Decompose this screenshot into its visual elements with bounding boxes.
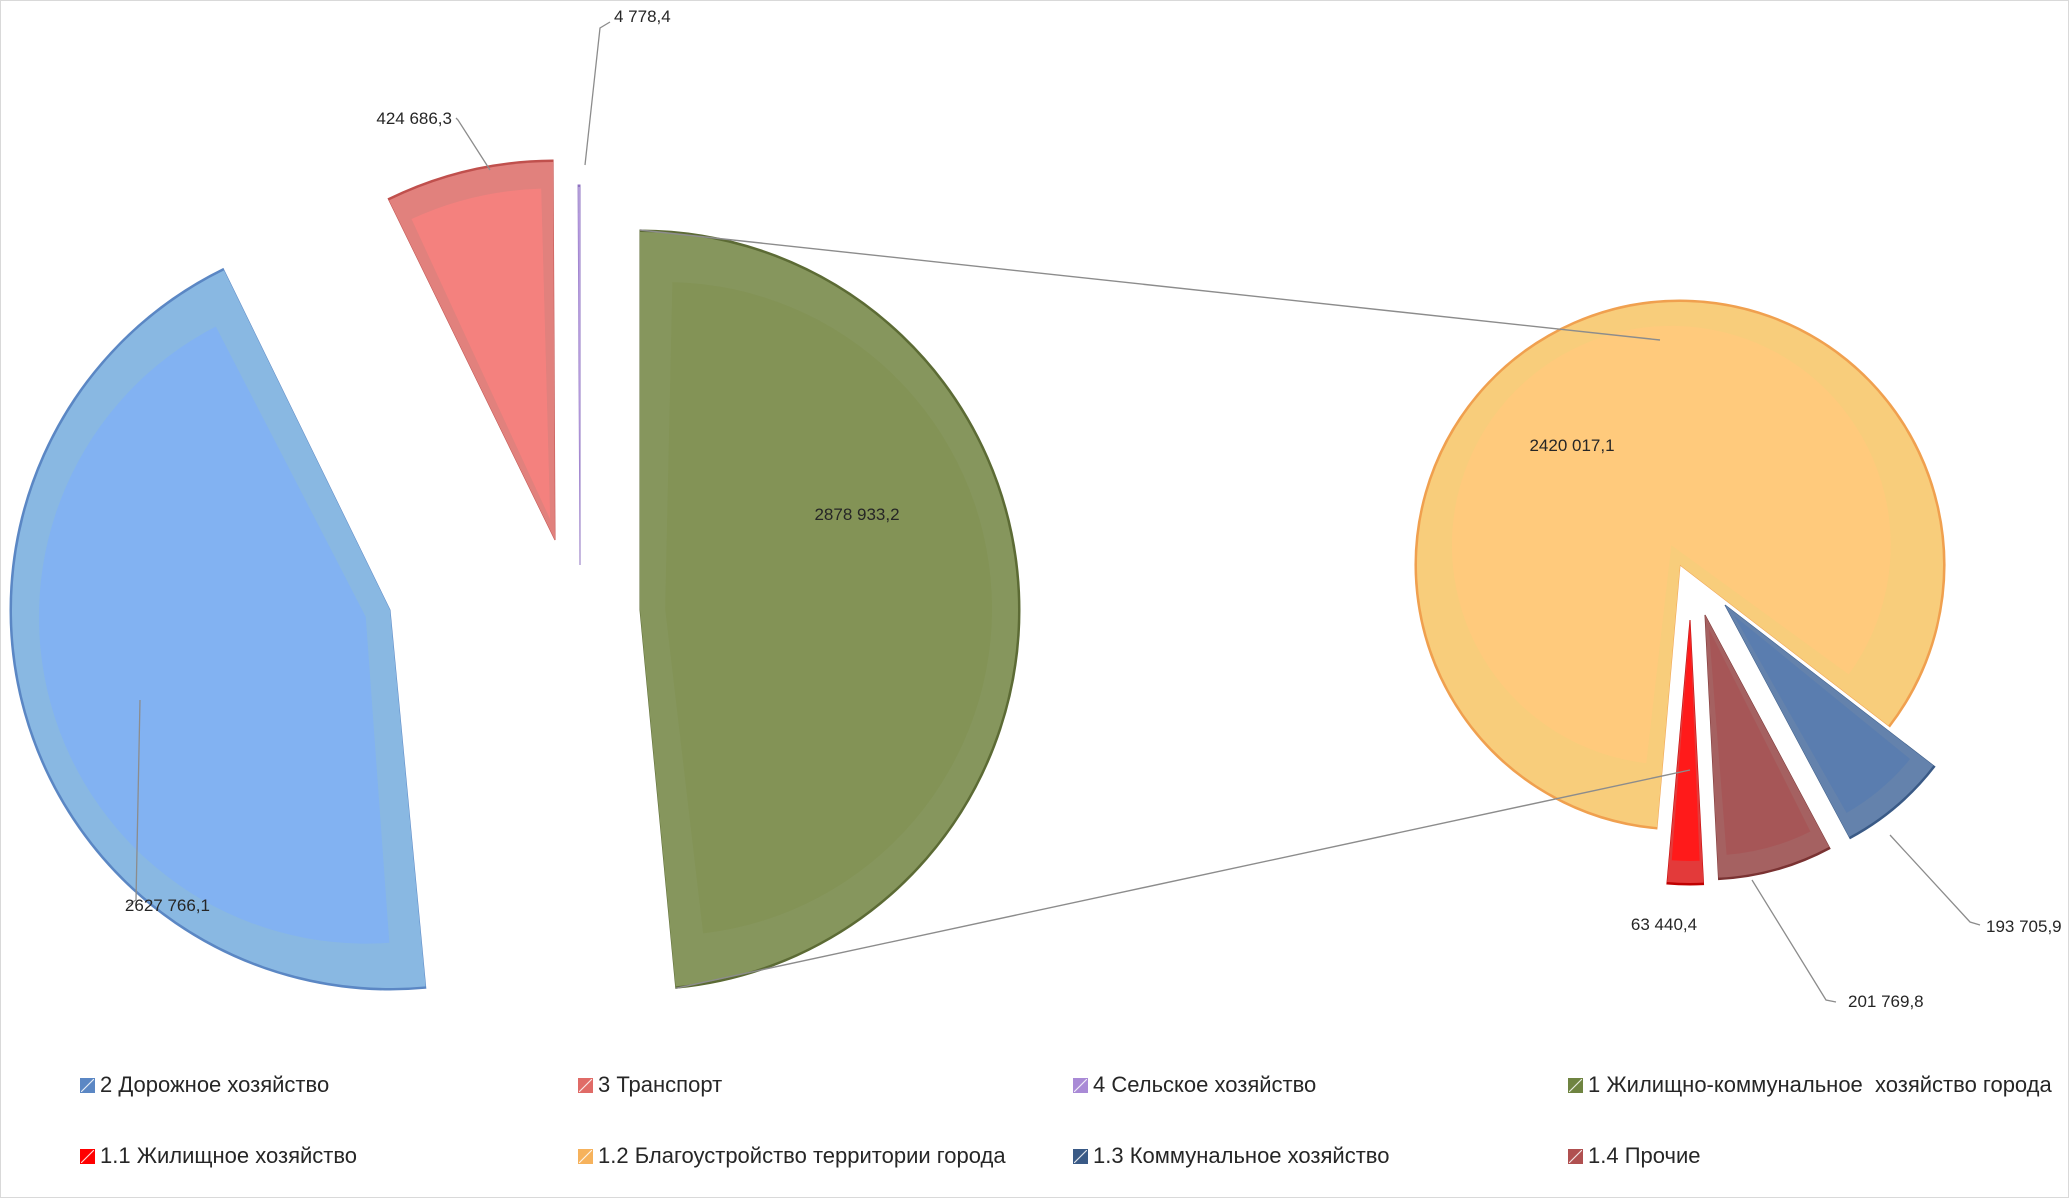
data-label-primary-2: 424 686,3 bbox=[376, 109, 452, 128]
leader-line-primary-1 bbox=[127, 699, 141, 906]
data-label-secondary-1: 201 769,8 bbox=[1848, 992, 1924, 1011]
data-label-primary-3: 4 778,4 bbox=[614, 7, 671, 26]
secondary-slice-1-2-благоустройство-территории-города bbox=[1414, 299, 1946, 830]
leader-line-secondary-2 bbox=[1889, 834, 1981, 926]
secondary-slice-1-4-прочие bbox=[1704, 614, 1831, 881]
secondary-slice-1-3-коммунальное-хозяйство bbox=[1724, 604, 1936, 840]
connector-line-top bbox=[639, 229, 1661, 341]
leader-line-primary-2 bbox=[455, 117, 491, 171]
primary-slice-1-жилищно-коммунальное-хозяйство-города bbox=[639, 229, 1021, 989]
data-label-secondary-0: 63 440,4 bbox=[1631, 915, 1697, 934]
primary-slice-4-сельское-хозяйство bbox=[577, 184, 581, 566]
data-label-secondary-3: 2420 017,1 bbox=[1529, 436, 1614, 455]
primary-slice-2-дорожное-хозяйство bbox=[9, 267, 427, 991]
data-label-primary-1: 2627 766,1 bbox=[125, 896, 210, 915]
primary-slice-3-транспорт bbox=[387, 159, 556, 541]
secondary-slice-1-1-жилищное-хозяйство bbox=[1666, 619, 1705, 886]
data-label-primary-0: 2878 933,2 bbox=[814, 505, 899, 524]
leader-line-secondary-1 bbox=[1751, 879, 1837, 1003]
leader-line-primary-3 bbox=[584, 21, 611, 166]
data-label-secondary-2: 193 705,9 bbox=[1986, 917, 2062, 936]
connector-line-bottom bbox=[675, 769, 1691, 989]
